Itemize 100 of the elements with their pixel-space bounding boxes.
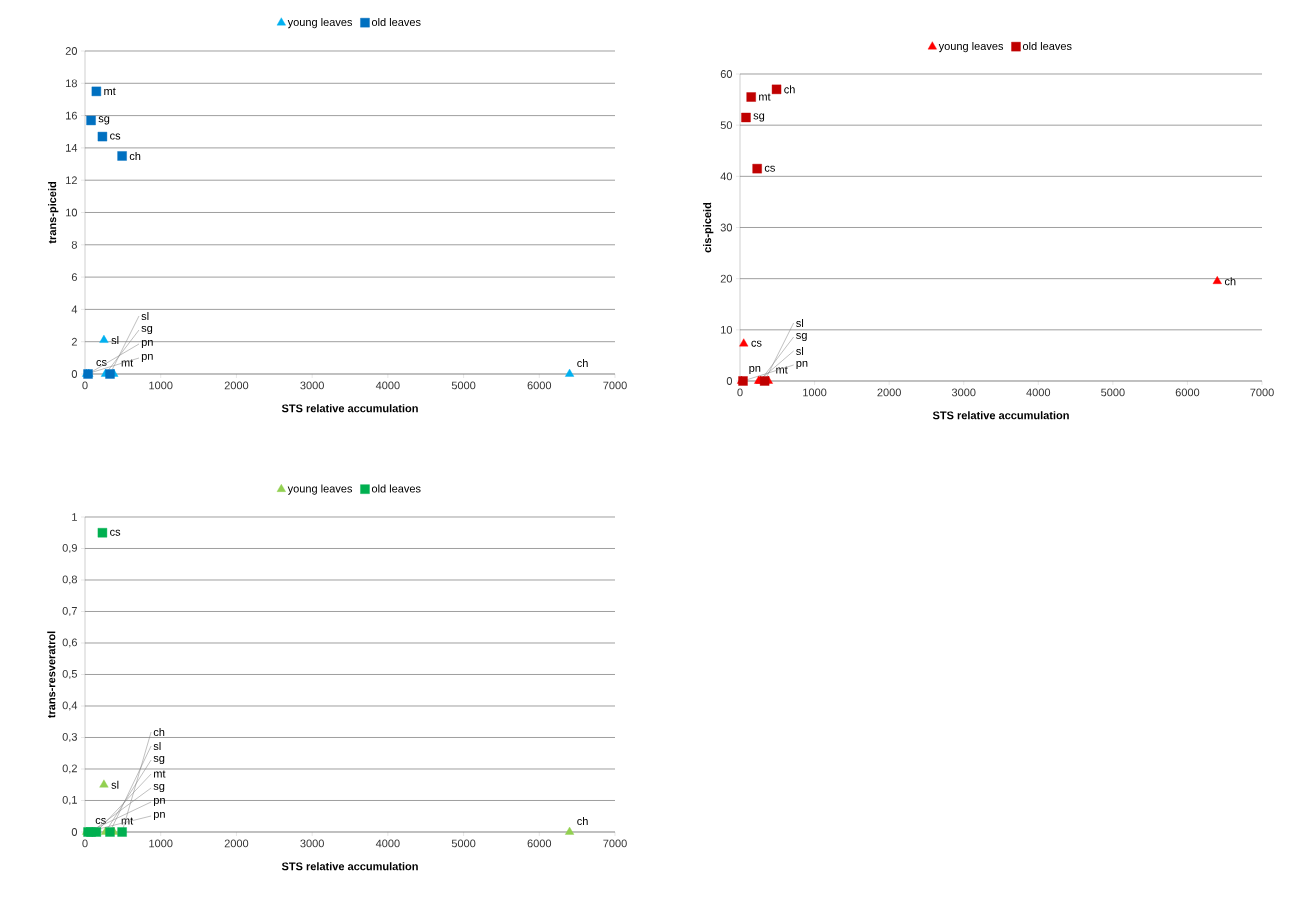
x-tick-label: 6000: [1175, 388, 1200, 397]
y-tick-label: 0,8: [62, 575, 77, 585]
y-tick-label: 12: [66, 176, 77, 185]
legend-label: young leaves: [287, 17, 353, 29]
y-tick-label: 20: [720, 274, 733, 283]
y-tick-label: 18: [66, 79, 77, 88]
annotation: mt: [121, 817, 134, 825]
annotation: pn: [154, 811, 165, 821]
annotation: pn: [141, 353, 153, 363]
y-tick-label: 40: [720, 172, 733, 181]
annotation: ch: [784, 85, 795, 94]
annotation: sl: [141, 311, 149, 321]
legend-label: old leaves: [1022, 41, 1072, 50]
x-axis-title: STS relative accumulation: [281, 862, 418, 871]
legend-label: old leaves: [371, 484, 421, 493]
x-tick-label: 1000: [149, 839, 173, 848]
annotation: sg: [153, 783, 165, 793]
y-tick-label: 2: [71, 337, 77, 346]
annotation: mt: [154, 770, 166, 778]
annotation: cs: [95, 817, 106, 825]
annotation: cs: [110, 529, 121, 536]
x-tick-label: 1000: [803, 388, 827, 397]
x-tick-label: 5000: [451, 839, 476, 848]
x-tick-label: 1000: [149, 381, 173, 390]
annotation: ch: [153, 727, 165, 737]
y-tick-label: 20: [65, 47, 78, 55]
annotation: ch: [577, 358, 588, 368]
annotation: cs: [110, 133, 121, 140]
legend-label: old leaves: [371, 17, 421, 27]
y-tick-label: 4: [71, 305, 78, 314]
x-axis-title: STS relative accumulation: [932, 411, 1069, 420]
y-tick-label: 0,1: [62, 795, 77, 806]
y-tick-label: 0: [71, 828, 78, 836]
x-tick-label: 6000: [527, 839, 552, 848]
y-tick-label: 0: [71, 370, 78, 378]
legend-label: young leaves: [287, 484, 353, 495]
y-tick-label: 50: [720, 121, 733, 130]
annotation: cs: [751, 340, 762, 347]
x-tick-label: 0: [82, 839, 88, 848]
x-tick-label: 3000: [300, 839, 324, 848]
y-tick-label: 0,7: [62, 606, 77, 617]
annotation: pn: [141, 339, 153, 349]
annotation: sg: [98, 116, 110, 125]
annotation: mt: [121, 359, 134, 367]
x-tick-label: 4000: [375, 839, 400, 848]
x-tick-label: 4000: [375, 381, 400, 390]
x-tick-label: 2000: [224, 839, 249, 848]
annotation: sl: [111, 780, 119, 789]
x-tick-label: 3000: [300, 381, 324, 390]
annotation: cs: [96, 359, 107, 367]
y-tick-label: 0,6: [62, 638, 77, 648]
annotation: ch: [577, 816, 588, 826]
annotation: mt: [104, 87, 116, 95]
y-tick-label: 0,5: [62, 669, 77, 680]
y-tick-label: 0,4: [62, 701, 78, 711]
annotation: pn: [796, 360, 808, 370]
x-tick-label: 0: [82, 381, 88, 390]
x-tick-label: 5000: [451, 381, 476, 390]
y-tick-label: 8: [71, 240, 77, 249]
y-axis-title: cis-piceid: [703, 202, 714, 253]
x-tick-label: 7000: [603, 381, 627, 390]
y-tick-label: 0,2: [62, 764, 77, 774]
y-tick-label: 6: [71, 273, 77, 281]
x-tick-label: 2000: [877, 388, 901, 397]
annotation: ch: [1224, 277, 1236, 286]
annotation: pn: [154, 797, 165, 807]
y-tick-label: 16: [66, 111, 77, 120]
y-tick-label: 10: [66, 208, 78, 217]
y-tick-label: 1: [72, 513, 77, 521]
x-tick-label: 2000: [224, 381, 249, 390]
y-axis-title: trans-piceid: [48, 182, 59, 244]
annotation: mt: [759, 93, 771, 101]
x-tick-label: 0: [737, 388, 743, 397]
annotation: sl: [796, 318, 804, 328]
annotation: pn: [749, 365, 761, 375]
x-tick-label: 3000: [951, 388, 976, 397]
annotation: cs: [764, 165, 775, 172]
y-tick-label: 60: [720, 70, 733, 78]
y-tick-label: 30: [720, 223, 733, 232]
y-tick-label: 0,3: [62, 732, 77, 743]
y-tick-label: 0,9: [62, 543, 77, 554]
y-tick-label: 14: [66, 144, 78, 152]
x-tick-label: 6000: [527, 381, 552, 390]
annotation: mt: [776, 366, 788, 374]
y-axis-title: trans-resveratrol: [47, 631, 56, 719]
annotation: sl: [111, 336, 119, 345]
y-tick-label: 10: [721, 325, 733, 334]
x-tick-label: 4000: [1026, 388, 1051, 397]
x-tick-label: 7000: [603, 839, 627, 848]
annotation: ch: [129, 151, 141, 161]
x-tick-label: 5000: [1101, 388, 1125, 397]
annotation: sg: [141, 325, 153, 335]
annotation: sg: [796, 332, 807, 342]
annotation: sl: [153, 741, 161, 751]
legend-label: young leaves: [938, 41, 1004, 53]
x-tick-label: 7000: [1250, 388, 1274, 397]
annotation: sg: [753, 113, 765, 122]
annotation: sg: [153, 755, 165, 765]
annotation: sl: [796, 346, 804, 356]
x-axis-title: STS relative accumulation: [281, 404, 418, 413]
